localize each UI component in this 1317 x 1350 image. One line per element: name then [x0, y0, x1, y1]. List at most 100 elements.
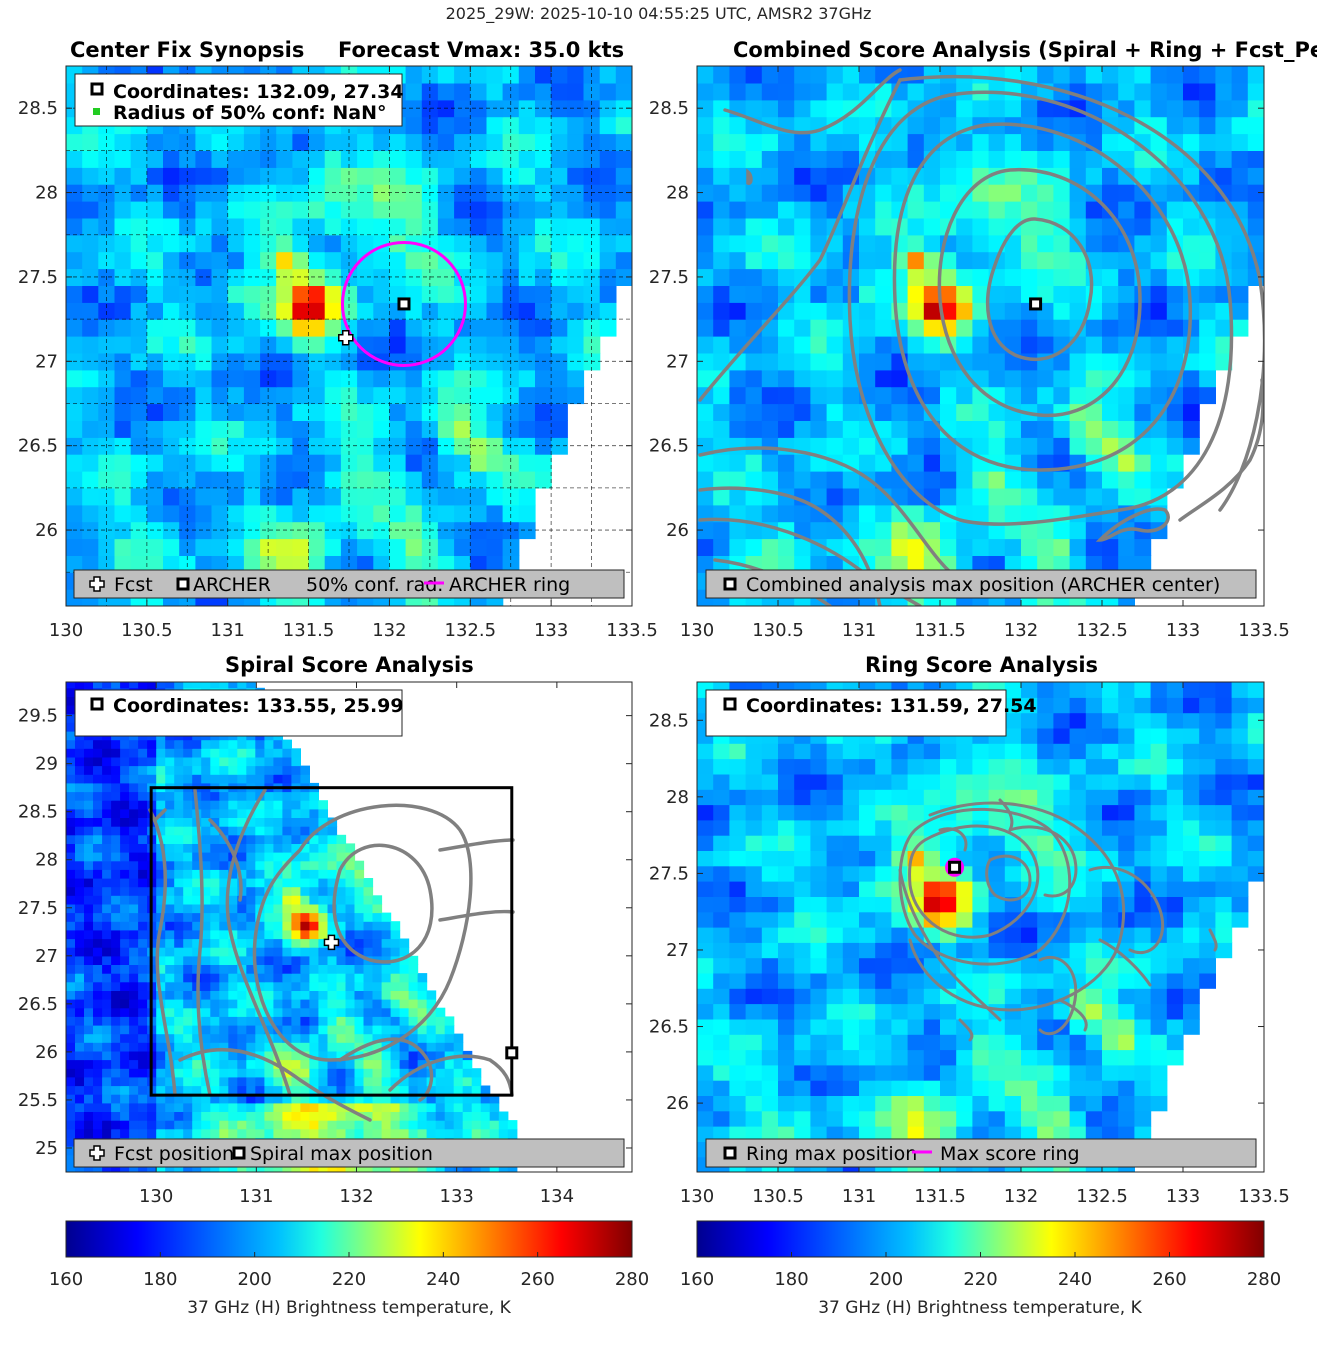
- heat-cell: [192, 774, 202, 784]
- heat-cell: [551, 217, 568, 236]
- heat-cell: [147, 1128, 157, 1138]
- heat-cell: [502, 285, 520, 303]
- heat-cell: [129, 1068, 139, 1078]
- heat-cell: [907, 217, 925, 236]
- heat-cell: [381, 929, 392, 940]
- heat-cell: [551, 150, 568, 168]
- heat-cell: [84, 1120, 94, 1130]
- heat-cell: [1037, 1080, 1054, 1096]
- heat-cell: [518, 386, 536, 405]
- heat-cell: [923, 1110, 941, 1127]
- heat-cell: [243, 454, 261, 472]
- heat-cell: [435, 1120, 446, 1130]
- heat-cell: [535, 66, 552, 84]
- heat-cell: [192, 682, 202, 689]
- heat-cell: [363, 921, 374, 931]
- heat-cell: [363, 1111, 374, 1121]
- heat-cell: [778, 957, 795, 974]
- heat-cell: [761, 454, 779, 472]
- heat-cell: [1021, 369, 1038, 388]
- heat-cell: [1069, 167, 1087, 185]
- heat-cell: [518, 285, 536, 303]
- heat-cell: [842, 82, 860, 101]
- heat-cell: [713, 1126, 730, 1142]
- heat-cell: [192, 1033, 202, 1043]
- heat-cell: [1053, 1064, 1071, 1081]
- heat-cell: [219, 800, 229, 810]
- heat-cell: [282, 808, 292, 818]
- heat-cell: [336, 955, 347, 965]
- heat-cell: [102, 886, 112, 896]
- heat-cell: [1231, 82, 1249, 101]
- heat-cell: [273, 1102, 283, 1112]
- heat-cell: [146, 319, 164, 337]
- heat-cell: [327, 1128, 338, 1138]
- heat-cell: [174, 938, 184, 948]
- heat-cell: [318, 886, 328, 896]
- heat-cell: [454, 201, 471, 219]
- heat-cell: [1150, 1049, 1168, 1066]
- heat-cell: [146, 521, 164, 540]
- heat-cell: [120, 1016, 130, 1026]
- heat-cell: [615, 251, 632, 270]
- heat-cell: [165, 886, 175, 896]
- heat-cell: [405, 471, 423, 489]
- heat-cell: [138, 1033, 148, 1043]
- heat-cell: [729, 319, 747, 337]
- heat-cell: [102, 999, 112, 1009]
- heat-cell: [761, 972, 779, 989]
- heat-cell: [138, 921, 148, 931]
- heat-cell: [174, 834, 184, 844]
- heat-cell: [201, 878, 211, 888]
- heat-cell: [179, 454, 196, 472]
- panel1-legend-ring: ARCHER ring: [449, 574, 570, 596]
- heat-cell: [1183, 234, 1200, 253]
- heat-cell: [972, 957, 990, 974]
- heat-cell: [1199, 942, 1216, 959]
- heat-cell: [318, 1163, 328, 1172]
- heat-cell: [114, 201, 132, 219]
- heat-cell: [102, 800, 112, 810]
- heat-cell: [219, 843, 229, 853]
- heat-cell: [399, 973, 410, 983]
- heat-cell: [697, 167, 714, 185]
- heat-cell: [408, 964, 419, 974]
- heat-cell: [276, 538, 293, 556]
- heat-cell: [93, 1094, 103, 1104]
- heat-cell: [826, 1110, 844, 1127]
- heat-cell: [120, 843, 130, 853]
- heat-cell: [810, 234, 828, 253]
- heat-cell: [988, 911, 1006, 928]
- heat-cell: [174, 765, 184, 775]
- heat-cell: [163, 251, 180, 270]
- heat-cell: [697, 911, 714, 928]
- heat-cell: [405, 150, 423, 168]
- heat-cell: [1004, 437, 1022, 455]
- heat-cell: [518, 150, 536, 168]
- heat-cell: [174, 869, 184, 879]
- heat-cell: [66, 731, 76, 741]
- heat-cell: [405, 319, 423, 337]
- heat-cell: [1037, 150, 1054, 168]
- heat-cell: [82, 336, 99, 354]
- heat-cell: [1150, 420, 1168, 438]
- heat-cell: [228, 808, 238, 818]
- heat-cell: [390, 947, 401, 957]
- heat-cell: [129, 739, 139, 749]
- heat-cell: [111, 843, 121, 853]
- heat-cell: [729, 82, 747, 101]
- heat-cell: [179, 167, 196, 185]
- heat-cell: [211, 521, 229, 540]
- heat-cell: [282, 1120, 292, 1130]
- heat-cell: [1134, 285, 1152, 303]
- heat-cell: [988, 504, 1006, 523]
- heat-cell: [324, 420, 342, 438]
- heat-cell: [318, 1016, 328, 1026]
- contour-ring-3: [892, 122, 1193, 472]
- heat-cell: [219, 748, 229, 758]
- heat-cell: [1118, 319, 1135, 337]
- heat-cell: [421, 302, 439, 320]
- heat-cell: [940, 896, 957, 913]
- heat-cell: [228, 748, 238, 758]
- heat-cell: [551, 319, 568, 337]
